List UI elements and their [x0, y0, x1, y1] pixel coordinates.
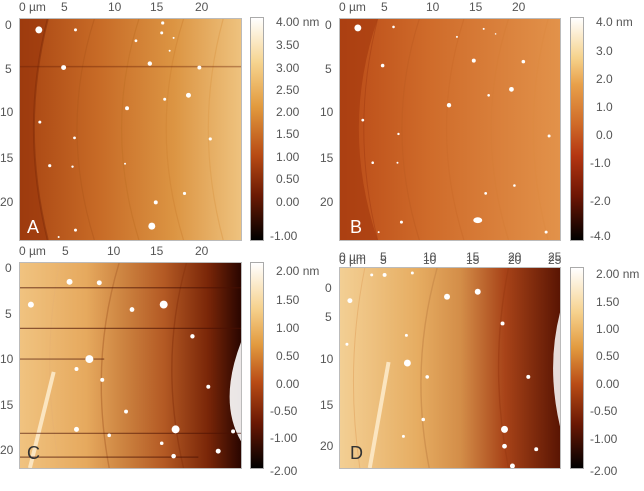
y-tick-label: 20 — [320, 195, 334, 209]
y-tick-label: 5 — [325, 310, 332, 324]
x-tick-label: 20 — [195, 244, 209, 258]
y-tick-label: 20 — [0, 195, 14, 209]
colorbar-a — [250, 17, 264, 241]
x-tick-label: 10 — [426, 0, 440, 14]
colorbar-label: -1.0 — [590, 156, 611, 170]
x-tick-label: 5 — [381, 0, 388, 14]
y-tick-label: 10 — [320, 105, 334, 119]
colorbar-label: 0.00 — [276, 377, 300, 391]
colorbar-d — [570, 267, 584, 469]
x-tick-label: 10 — [107, 244, 121, 258]
colorbar-label: -4.0 — [590, 229, 611, 243]
colorbar-label: 1.00 — [276, 150, 300, 164]
y-tick-label: 20 — [0, 443, 14, 457]
colorbar-label: 0.0 — [596, 128, 613, 142]
x-tick-label: 15 — [150, 0, 164, 14]
colorbar-label: 1.50 — [276, 127, 300, 141]
colorbar-label: -2.00 — [590, 464, 618, 478]
x-tick-label: 20 — [508, 253, 522, 267]
colorbar-label: 1.00 — [276, 321, 300, 335]
y-tick-label: 15 — [320, 151, 334, 165]
x-tick-label: 10 — [108, 0, 122, 14]
colorbar-label: -2.00 — [270, 464, 298, 478]
x-tick-label: 25 — [548, 253, 562, 267]
x-tick-label: 5 — [61, 0, 68, 14]
x-tick-label: 25 — [548, 250, 562, 264]
x-tick-label: 15 — [466, 253, 480, 267]
x-tick-label: 10 — [423, 253, 437, 267]
colorbar-label: 0.00 — [276, 195, 300, 209]
y-tick-label: 10 — [320, 352, 334, 366]
colorbar-label: 0.00 — [596, 377, 620, 391]
colorbar-label: 2.50 — [276, 83, 300, 97]
x-tick-label: 5 — [380, 253, 387, 267]
colorbar-label: 3.0 — [596, 44, 613, 58]
y-tick-label: 0 — [325, 281, 332, 295]
panel-label-d: D — [350, 443, 363, 463]
colorbar-label: 3.00 — [276, 61, 300, 75]
y-tick-label: 15 — [0, 151, 14, 165]
colorbar-label: 1.50 — [596, 295, 620, 309]
colorbar-label: 1.50 — [276, 293, 300, 307]
colorbar-label: 1.0 — [596, 100, 613, 114]
x-tick-label: 15 — [466, 250, 480, 264]
colorbar-label: -1.00 — [270, 431, 298, 445]
afm-image-a — [19, 18, 242, 241]
colorbar-label: 0.50 — [276, 349, 300, 363]
x-tick-label: 0 µm — [339, 250, 366, 264]
y-tick-label: 10 — [0, 352, 14, 366]
x-tick-label: 0 µm — [339, 0, 366, 14]
colorbar-label: 1.00 — [596, 322, 620, 336]
colorbar-label: -1.00 — [270, 229, 298, 243]
colorbar-b — [570, 17, 584, 241]
colorbar-label: 2.00 — [276, 105, 300, 119]
y-tick-label: 10 — [0, 105, 14, 119]
x-tick-label: 20 — [512, 0, 526, 14]
colorbar-label: 2.00 nm — [276, 264, 320, 278]
y-tick-label: 0 — [5, 261, 12, 275]
x-tick-label: 20 — [508, 250, 522, 264]
colorbar-label: 4.00 nm — [276, 15, 320, 29]
colorbar-label: -1.00 — [590, 432, 618, 446]
x-tick-label: 0 µm — [19, 0, 46, 14]
y-tick-label: 5 — [5, 62, 12, 76]
colorbar-label: 0.50 — [596, 349, 620, 363]
y-tick-label: 5 — [325, 62, 332, 76]
x-tick-label: 15 — [469, 0, 483, 14]
x-tick-label: 10 — [423, 250, 437, 264]
y-tick-label: 15 — [0, 398, 14, 412]
y-tick-label: 0 — [325, 18, 332, 32]
afm-image-d — [339, 267, 561, 469]
panel-label-c: C — [27, 443, 40, 463]
y-tick-label: 5 — [5, 307, 12, 321]
x-tick-label: 0 µm — [19, 244, 46, 258]
afm-image-c — [19, 262, 242, 469]
colorbar-label: -0.50 — [590, 404, 618, 418]
x-tick-label: 15 — [150, 244, 164, 258]
x-tick-label: 20 — [195, 0, 209, 14]
y-tick-label: 15 — [320, 398, 334, 412]
colorbar-label: 4.0 nm — [596, 15, 633, 29]
colorbar-label: 3.50 — [276, 38, 300, 52]
x-tick-label: 5 — [62, 244, 69, 258]
panel-label-b: B — [350, 217, 363, 237]
colorbar-label: 2.00 nm — [596, 267, 640, 281]
x-tick-label: 5 — [380, 250, 387, 264]
colorbar-label: -2.0 — [590, 194, 611, 208]
panel-label-a: A — [27, 217, 40, 237]
y-tick-label: 0 — [5, 18, 12, 32]
x-tick-label: 0 µm — [339, 253, 366, 267]
colorbar-label: -0.50 — [270, 404, 298, 418]
colorbar-label: 2.0 — [596, 72, 613, 86]
y-tick-label: 20 — [320, 439, 334, 453]
colorbar-c — [250, 262, 264, 469]
colorbar-label: 0.50 — [276, 172, 300, 186]
afm-image-b — [339, 18, 561, 241]
